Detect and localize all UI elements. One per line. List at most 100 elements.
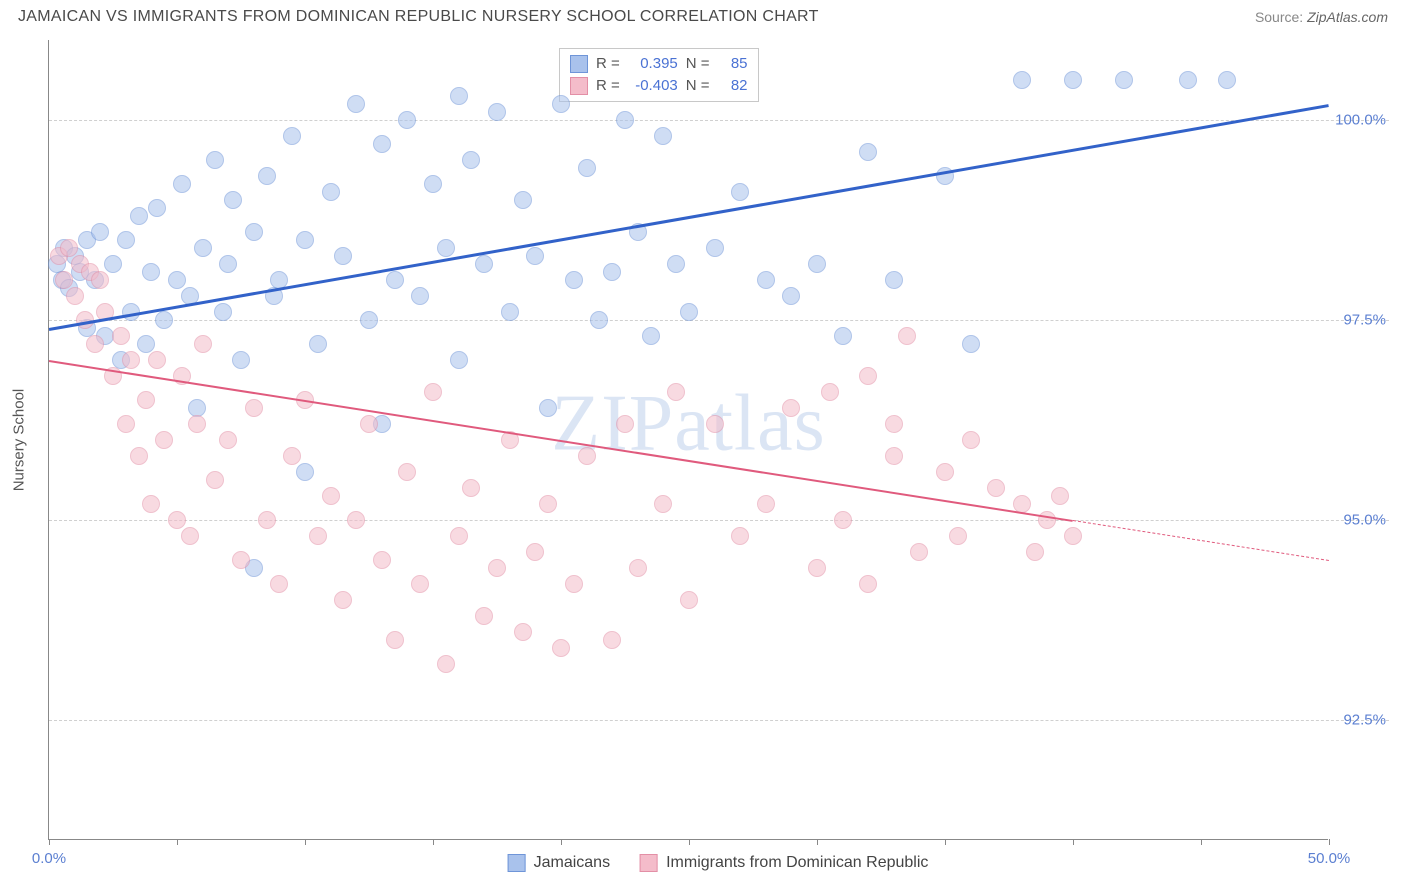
data-point — [173, 175, 191, 193]
data-point — [270, 575, 288, 593]
legend-swatch — [640, 854, 658, 872]
data-point — [706, 415, 724, 433]
source-label: Source: — [1255, 9, 1303, 25]
data-point — [821, 383, 839, 401]
data-point — [66, 287, 84, 305]
legend-swatch — [570, 77, 588, 95]
data-point — [322, 487, 340, 505]
data-point — [424, 175, 442, 193]
data-point — [603, 263, 621, 281]
data-point — [1218, 71, 1236, 89]
data-point — [539, 495, 557, 513]
data-point — [1038, 511, 1056, 529]
data-point — [258, 511, 276, 529]
y-tick-label: 97.5% — [1343, 312, 1386, 329]
data-point — [373, 551, 391, 569]
legend-item: Immigrants from Dominican Republic — [640, 854, 928, 872]
data-point — [680, 591, 698, 609]
data-point — [283, 447, 301, 465]
legend-swatch — [570, 55, 588, 73]
data-point — [386, 631, 404, 649]
data-point — [539, 399, 557, 417]
data-point — [757, 271, 775, 289]
data-point — [283, 127, 301, 145]
data-point — [219, 255, 237, 273]
scatter-plot: Nursery School ZIPatlas R =0.395N =85R =… — [48, 40, 1328, 840]
data-point — [245, 399, 263, 417]
data-point — [258, 167, 276, 185]
gridline — [49, 720, 1389, 721]
data-point — [962, 335, 980, 353]
data-point — [130, 207, 148, 225]
data-point — [1051, 487, 1069, 505]
plot-wrap: Nursery School ZIPatlas R =0.395N =85R =… — [48, 40, 1388, 840]
data-point — [962, 431, 980, 449]
gridline — [49, 320, 1389, 321]
data-point — [347, 511, 365, 529]
data-point — [578, 159, 596, 177]
data-point — [885, 271, 903, 289]
data-point — [112, 327, 130, 345]
data-point — [168, 271, 186, 289]
data-point — [565, 575, 583, 593]
data-point — [148, 351, 166, 369]
data-point — [603, 631, 621, 649]
data-point — [949, 527, 967, 545]
data-point — [91, 271, 109, 289]
data-point — [424, 383, 442, 401]
data-point — [526, 247, 544, 265]
data-point — [398, 111, 416, 129]
x-tick — [1329, 839, 1330, 845]
legend-label: Jamaicans — [534, 854, 610, 872]
data-point — [450, 87, 468, 105]
data-point — [475, 607, 493, 625]
data-point — [437, 655, 455, 673]
data-point — [885, 415, 903, 433]
data-point — [60, 239, 78, 257]
y-tick-label: 100.0% — [1335, 112, 1386, 129]
data-point — [309, 335, 327, 353]
regression-line — [49, 360, 1073, 522]
data-point — [309, 527, 327, 545]
source: Source: ZipAtlas.com — [1255, 9, 1388, 25]
x-tick — [817, 839, 818, 845]
data-point — [411, 575, 429, 593]
data-point — [142, 263, 160, 281]
data-point — [590, 311, 608, 329]
x-tick-label: 50.0% — [1308, 850, 1351, 867]
title-bar: JAMAICAN VS IMMIGRANTS FROM DOMINICAN RE… — [0, 0, 1406, 32]
data-point — [334, 247, 352, 265]
r-label: R = — [596, 53, 620, 75]
data-point — [578, 447, 596, 465]
data-point — [731, 527, 749, 545]
data-point — [398, 463, 416, 481]
data-point — [859, 143, 877, 161]
chart-title: JAMAICAN VS IMMIGRANTS FROM DOMINICAN RE… — [18, 8, 819, 26]
legend-stat-row: R =0.395N =85 — [570, 53, 748, 75]
data-point — [130, 447, 148, 465]
data-point — [137, 391, 155, 409]
data-point — [654, 495, 672, 513]
gridline — [49, 520, 1389, 521]
gridline — [49, 120, 1389, 121]
data-point — [373, 135, 391, 153]
data-point — [616, 415, 634, 433]
regression-line — [49, 104, 1330, 331]
data-point — [1026, 543, 1044, 561]
data-point — [206, 471, 224, 489]
data-point — [296, 463, 314, 481]
data-point — [142, 495, 160, 513]
x-tick-label: 0.0% — [32, 850, 66, 867]
y-axis-title: Nursery School — [11, 388, 28, 491]
data-point — [782, 399, 800, 417]
r-label: R = — [596, 75, 620, 97]
data-point — [117, 231, 135, 249]
data-point — [552, 95, 570, 113]
data-point — [488, 103, 506, 121]
legend-label: Immigrants from Dominican Republic — [666, 854, 928, 872]
data-point — [910, 543, 928, 561]
data-point — [757, 495, 775, 513]
data-point — [514, 623, 532, 641]
data-point — [245, 223, 263, 241]
data-point — [437, 239, 455, 257]
